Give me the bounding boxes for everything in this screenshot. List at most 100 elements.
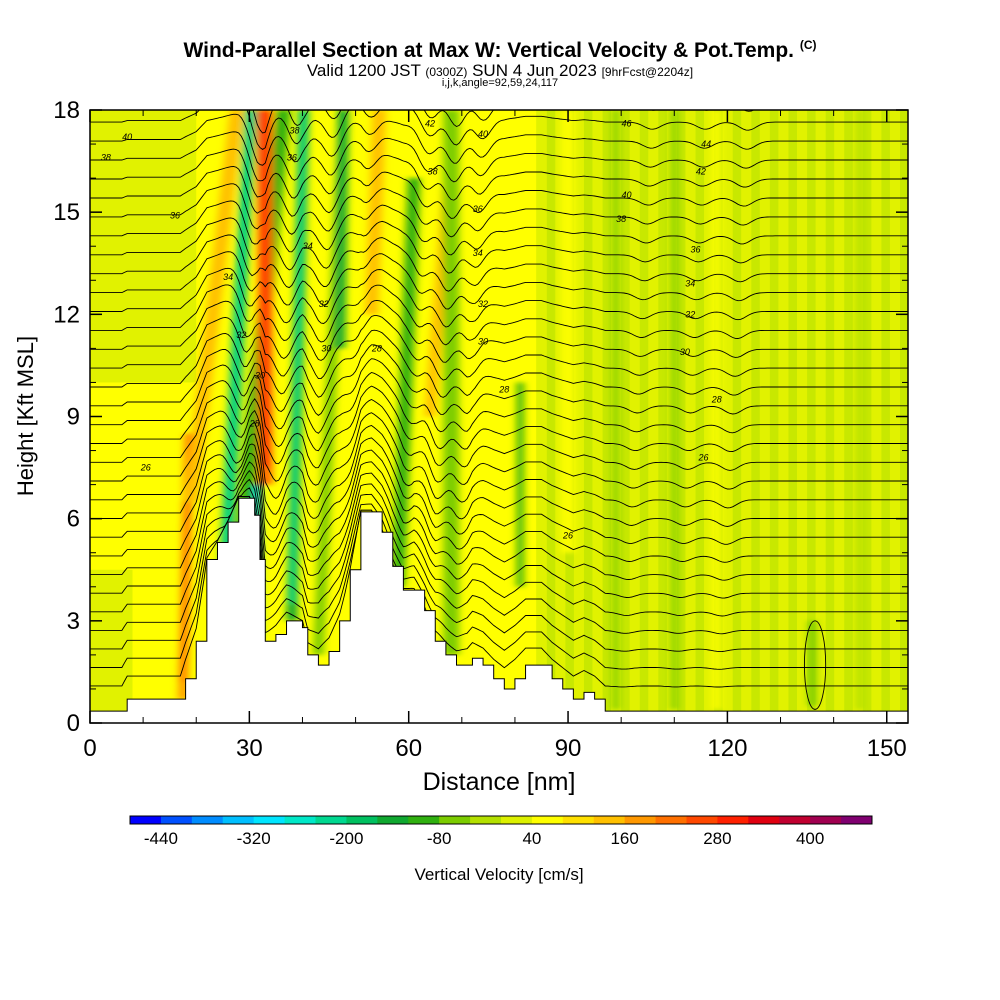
theta-label-text: 42 [425, 119, 435, 129]
colorbar-segment [531, 816, 564, 824]
theta-label: 34 [473, 248, 483, 258]
theta-label: 44 [701, 139, 711, 149]
colorbar-segment [624, 816, 657, 824]
colorbar-label: Vertical Velocity [cm/s] [414, 865, 583, 884]
theta-contour-line [90, 461, 908, 581]
chart-subtitle: Valid 1200 JST (0300Z) SUN 4 Jun 2023 [9… [0, 61, 1000, 81]
theta-contour-line [90, 329, 908, 398]
colorbar-segment [841, 816, 873, 824]
field-streak [881, 110, 890, 723]
theta-label-text: 34 [473, 248, 483, 258]
y-tick-label: 0 [67, 710, 80, 737]
velocity-band [334, 110, 349, 349]
theta-label-text: 40 [478, 129, 488, 139]
x-axis-label: Distance [nm] [423, 768, 576, 796]
theta-label-text: 32 [236, 330, 246, 340]
colorbar-segment [717, 816, 749, 824]
theta-label-text: 30 [680, 347, 690, 357]
colorbar-tick-label: 400 [796, 829, 824, 848]
x-axis: 0 30 60 90 120 150 [83, 110, 907, 762]
theta-contour-line [90, 131, 908, 183]
theta-contour-line [90, 315, 908, 381]
x-tick-label: 0 [83, 735, 96, 762]
colorbar-segment [284, 816, 316, 824]
velocity-band [612, 110, 620, 710]
velocity-band [443, 110, 460, 655]
theta-contour-line [90, 449, 908, 563]
theta-contour-line [90, 358, 908, 434]
colorbar-tick-label: -200 [329, 829, 363, 848]
field-streak [583, 110, 593, 723]
colorbar-segment [655, 816, 687, 824]
x-tick-label: 60 [395, 735, 422, 762]
theta-label-text: 38 [289, 125, 299, 135]
theta-contour-line [90, 183, 908, 238]
chart-title-text: Wind-Parallel Section at Max W: Vertical… [183, 39, 794, 62]
theta-label-text: 28 [498, 384, 509, 394]
theta-label-text: 40 [122, 132, 132, 142]
velocity-band [671, 110, 678, 710]
theta-label: 36 [691, 245, 701, 255]
x-tick-label: 150 [867, 735, 907, 762]
colorbar-segment [470, 816, 502, 824]
theta-label: 26 [140, 463, 151, 473]
theta-contour-line [90, 267, 908, 328]
theta-label-text: 32 [319, 299, 329, 309]
y-tick-label: 3 [67, 608, 80, 635]
theta-label: 42 [696, 166, 706, 176]
copyright-mark: (C) [799, 38, 817, 52]
theta-label-text: 38 [101, 153, 111, 163]
colorbar-segment [439, 816, 471, 824]
field-streak [658, 110, 667, 723]
velocity-band [808, 620, 817, 706]
theta-contour-line [90, 398, 908, 490]
colorbar-frame [129, 815, 873, 825]
theta-label: 26 [697, 452, 708, 462]
theta-label: 42 [425, 119, 435, 129]
theta-label-text: 38 [428, 166, 438, 176]
theta-label: 28 [249, 418, 260, 428]
theta-contour-line [90, 284, 908, 346]
theta-contour-line [90, 113, 908, 166]
field-streak [695, 110, 705, 723]
colorbar-tick-label: 160 [610, 829, 638, 848]
theta-label: 30 [321, 343, 331, 353]
theta-label-text: 46 [621, 119, 631, 129]
field-streak [639, 110, 649, 723]
theta-label: 38 [101, 153, 111, 163]
colorbar-segment [593, 816, 626, 824]
theta-label: 34 [223, 272, 233, 282]
theta-label-text: 34 [685, 279, 695, 289]
colorbar-tick-label: 40 [522, 829, 541, 848]
valid-time: Valid 1200 JST [306, 61, 421, 80]
colorbar-segment [748, 816, 780, 824]
colorbar-segment [222, 816, 255, 824]
colorbar-tick-label: -440 [144, 829, 178, 848]
field-band [90, 569, 133, 723]
theta-label: 32 [478, 299, 488, 309]
theta-label: 38 [289, 125, 299, 135]
theta-label: 34 [685, 279, 695, 289]
colorbar-segment [315, 816, 347, 824]
theta-label: 40 [621, 190, 631, 200]
field-streak [807, 110, 816, 723]
velocity-band [561, 110, 575, 553]
velocity-band [364, 110, 387, 315]
theta-label-text: 28 [371, 343, 382, 353]
theta-label: 40 [122, 132, 132, 142]
colorbar-segment [408, 816, 440, 824]
theta-contour-line [90, 469, 908, 599]
velocity-band [712, 110, 722, 710]
potential-temperature-contours [90, 110, 908, 710]
colorbar-segment [253, 816, 286, 824]
theta-contour-line [90, 234, 908, 292]
theta-label: 32 [319, 299, 329, 309]
theta-label-text: 36 [691, 245, 701, 255]
theta-label-text: 26 [140, 463, 151, 473]
theta-label: 28 [498, 384, 509, 394]
theta-label-text: 40 [621, 190, 631, 200]
colorbar-tick-label: 280 [703, 829, 731, 848]
colorbar-segment [160, 816, 193, 824]
y-tick-label: 6 [67, 506, 80, 533]
